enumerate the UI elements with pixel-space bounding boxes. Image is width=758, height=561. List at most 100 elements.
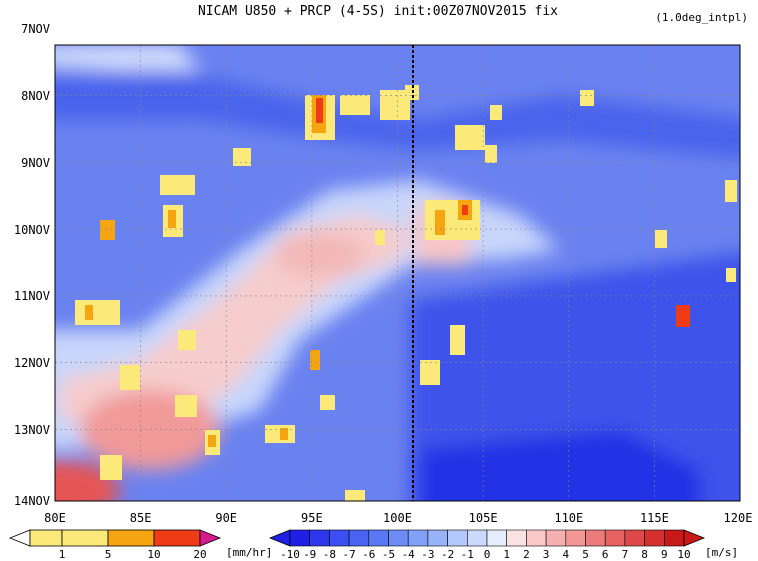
u850-colorbar-box	[309, 529, 330, 547]
y-tick-label: 9NOV	[21, 156, 50, 170]
prcp-cell	[490, 105, 502, 120]
chart-subtitle: (1.0deg_intpl)	[655, 11, 748, 24]
u850-colorbar-label: -6	[362, 548, 375, 561]
prcp-colorbar-low-arrow	[8, 529, 31, 547]
prcp-cluster	[375, 180, 737, 327]
u850-colorbar-label: 5	[582, 548, 589, 561]
prcp-colorbar-label: 1	[59, 548, 66, 561]
prcp-cell	[160, 175, 195, 195]
x-tick-label: 80E	[44, 511, 66, 525]
precipitation-cells	[75, 85, 737, 501]
y-tick-label: 13NOV	[14, 423, 50, 437]
u850-colorbar: -10 -9 -8 -7 -6 -5 -4 -3 -2 -1 0 1 2 3 4 5 6 7 8 9 10 [m/s]	[268, 529, 738, 561]
u850-colorbar-label: -1	[461, 548, 474, 561]
u850-colorbar-box	[486, 529, 508, 547]
y-tick-label: 11NOV	[14, 289, 50, 303]
prcp-cell	[420, 360, 440, 385]
prcp-cluster	[75, 300, 465, 385]
u850-colorbar-label: -4	[402, 548, 416, 561]
u850-colorbar-box	[329, 529, 350, 547]
prcp-colorbar-unit: [mm/hr]	[226, 546, 272, 559]
prcp-cell	[580, 90, 594, 106]
prcp-cell	[375, 230, 385, 245]
prcp-cell	[233, 148, 251, 166]
u850-colorbar-label: 0	[484, 548, 491, 561]
prcp-cluster	[425, 90, 594, 240]
u850-colorbar-label: 10	[677, 548, 690, 561]
prcp-colorbar: 1 5 10 20 [mm/hr]	[8, 529, 272, 561]
u850-colorbar-box	[506, 529, 527, 547]
u850-colorbar-label: 4	[562, 548, 569, 561]
prcp-cluster	[100, 148, 251, 240]
prcp-cell	[450, 325, 465, 355]
u850-colorbar-box	[407, 529, 429, 547]
plot-area	[55, 45, 740, 501]
prcp-colorbar-label: 20	[193, 548, 206, 561]
y-tick-label: 7NOV	[21, 22, 50, 36]
u850-colorbar-label: -10	[280, 548, 300, 561]
u850-colorbar-label: 8	[641, 548, 648, 561]
u850-westerly-center	[275, 233, 365, 277]
x-tick-label: 105E	[469, 511, 498, 525]
gridlines	[55, 45, 740, 501]
prcp-cell	[455, 125, 485, 150]
prcp-colorbar-label: 10	[147, 548, 160, 561]
prcp-cluster	[305, 85, 419, 140]
x-tick-label: 100E	[383, 511, 412, 525]
prcp-cell	[85, 305, 93, 320]
prcp-cell	[75, 300, 120, 325]
u850-colorbar-box	[368, 529, 389, 547]
prcp-cell	[340, 95, 370, 115]
u850-colorbar-label: 3	[543, 548, 550, 561]
prcp-cell	[280, 428, 288, 440]
chart-title: NICAM U850 + PRCP (4-5S) init:00Z07NOV20…	[198, 4, 558, 19]
u850-colorbar-label: -5	[382, 548, 395, 561]
x-tick-label: 90E	[215, 511, 237, 525]
prcp-cell	[310, 350, 320, 370]
u850-colorbar-high-arrow	[683, 529, 706, 547]
u850-colorbar-low-arrow	[268, 529, 291, 547]
u850-colorbar-box	[565, 529, 586, 547]
x-tick-label: 110E	[554, 511, 583, 525]
u850-colorbar-box	[545, 529, 567, 547]
u850-colorbar-box	[526, 529, 547, 547]
plot-frame	[54, 44, 741, 502]
u850-colorbar-label: 2	[523, 548, 530, 561]
x-tick-label: 85E	[130, 511, 152, 525]
x-tick-label: 115E	[640, 511, 669, 525]
u850-colorbar-label: -3	[421, 548, 434, 561]
u850-strong-easterly-southeast	[410, 252, 740, 501]
y-tick-label: 8NOV	[21, 89, 50, 103]
prcp-cell	[208, 435, 216, 447]
x-tick-label: 95E	[301, 511, 323, 525]
prcp-cell	[100, 220, 115, 240]
u850-colorbar-box	[447, 529, 468, 547]
u850-colorbar-box	[388, 529, 409, 547]
prcp-cell	[175, 395, 197, 417]
u850-colorbar-labels: -10 -9 -8 -7 -6 -5 -4 -3 -2 -1 0 1 2 3 4 5 6 7 8 9 10	[280, 548, 691, 561]
u850-colorbar-box	[644, 529, 665, 547]
y-tick-label: 12NOV	[14, 356, 50, 370]
u850-strongest-easterly	[420, 430, 700, 501]
prcp-cell	[320, 395, 335, 410]
u850-colorbar-unit: [m/s]	[705, 546, 738, 559]
prcp-cell	[676, 305, 690, 327]
u850-colorbar-box	[604, 529, 626, 547]
y-tick-label: 10NOV	[14, 223, 50, 237]
u850-colorbar-label: 7	[622, 548, 629, 561]
prcp-cell	[725, 180, 737, 202]
y-tick-label: 14NOV	[14, 494, 50, 508]
u850-colorbar-label: 9	[661, 548, 668, 561]
prcp-colorbar-box	[61, 529, 109, 547]
u850-colorbar-label: 1	[503, 548, 510, 561]
u850-colorbar-label: 6	[602, 548, 609, 561]
prcp-cell	[316, 98, 323, 123]
u850-colorbar-label: -8	[323, 548, 336, 561]
x-tick-label: 120E	[724, 511, 753, 525]
prcp-cell	[435, 210, 445, 235]
u850-colorbar-box	[663, 529, 685, 547]
u850-colorbar-box	[624, 529, 645, 547]
u850-colorbar-box	[585, 529, 606, 547]
u850-colorbar-box	[466, 529, 488, 547]
